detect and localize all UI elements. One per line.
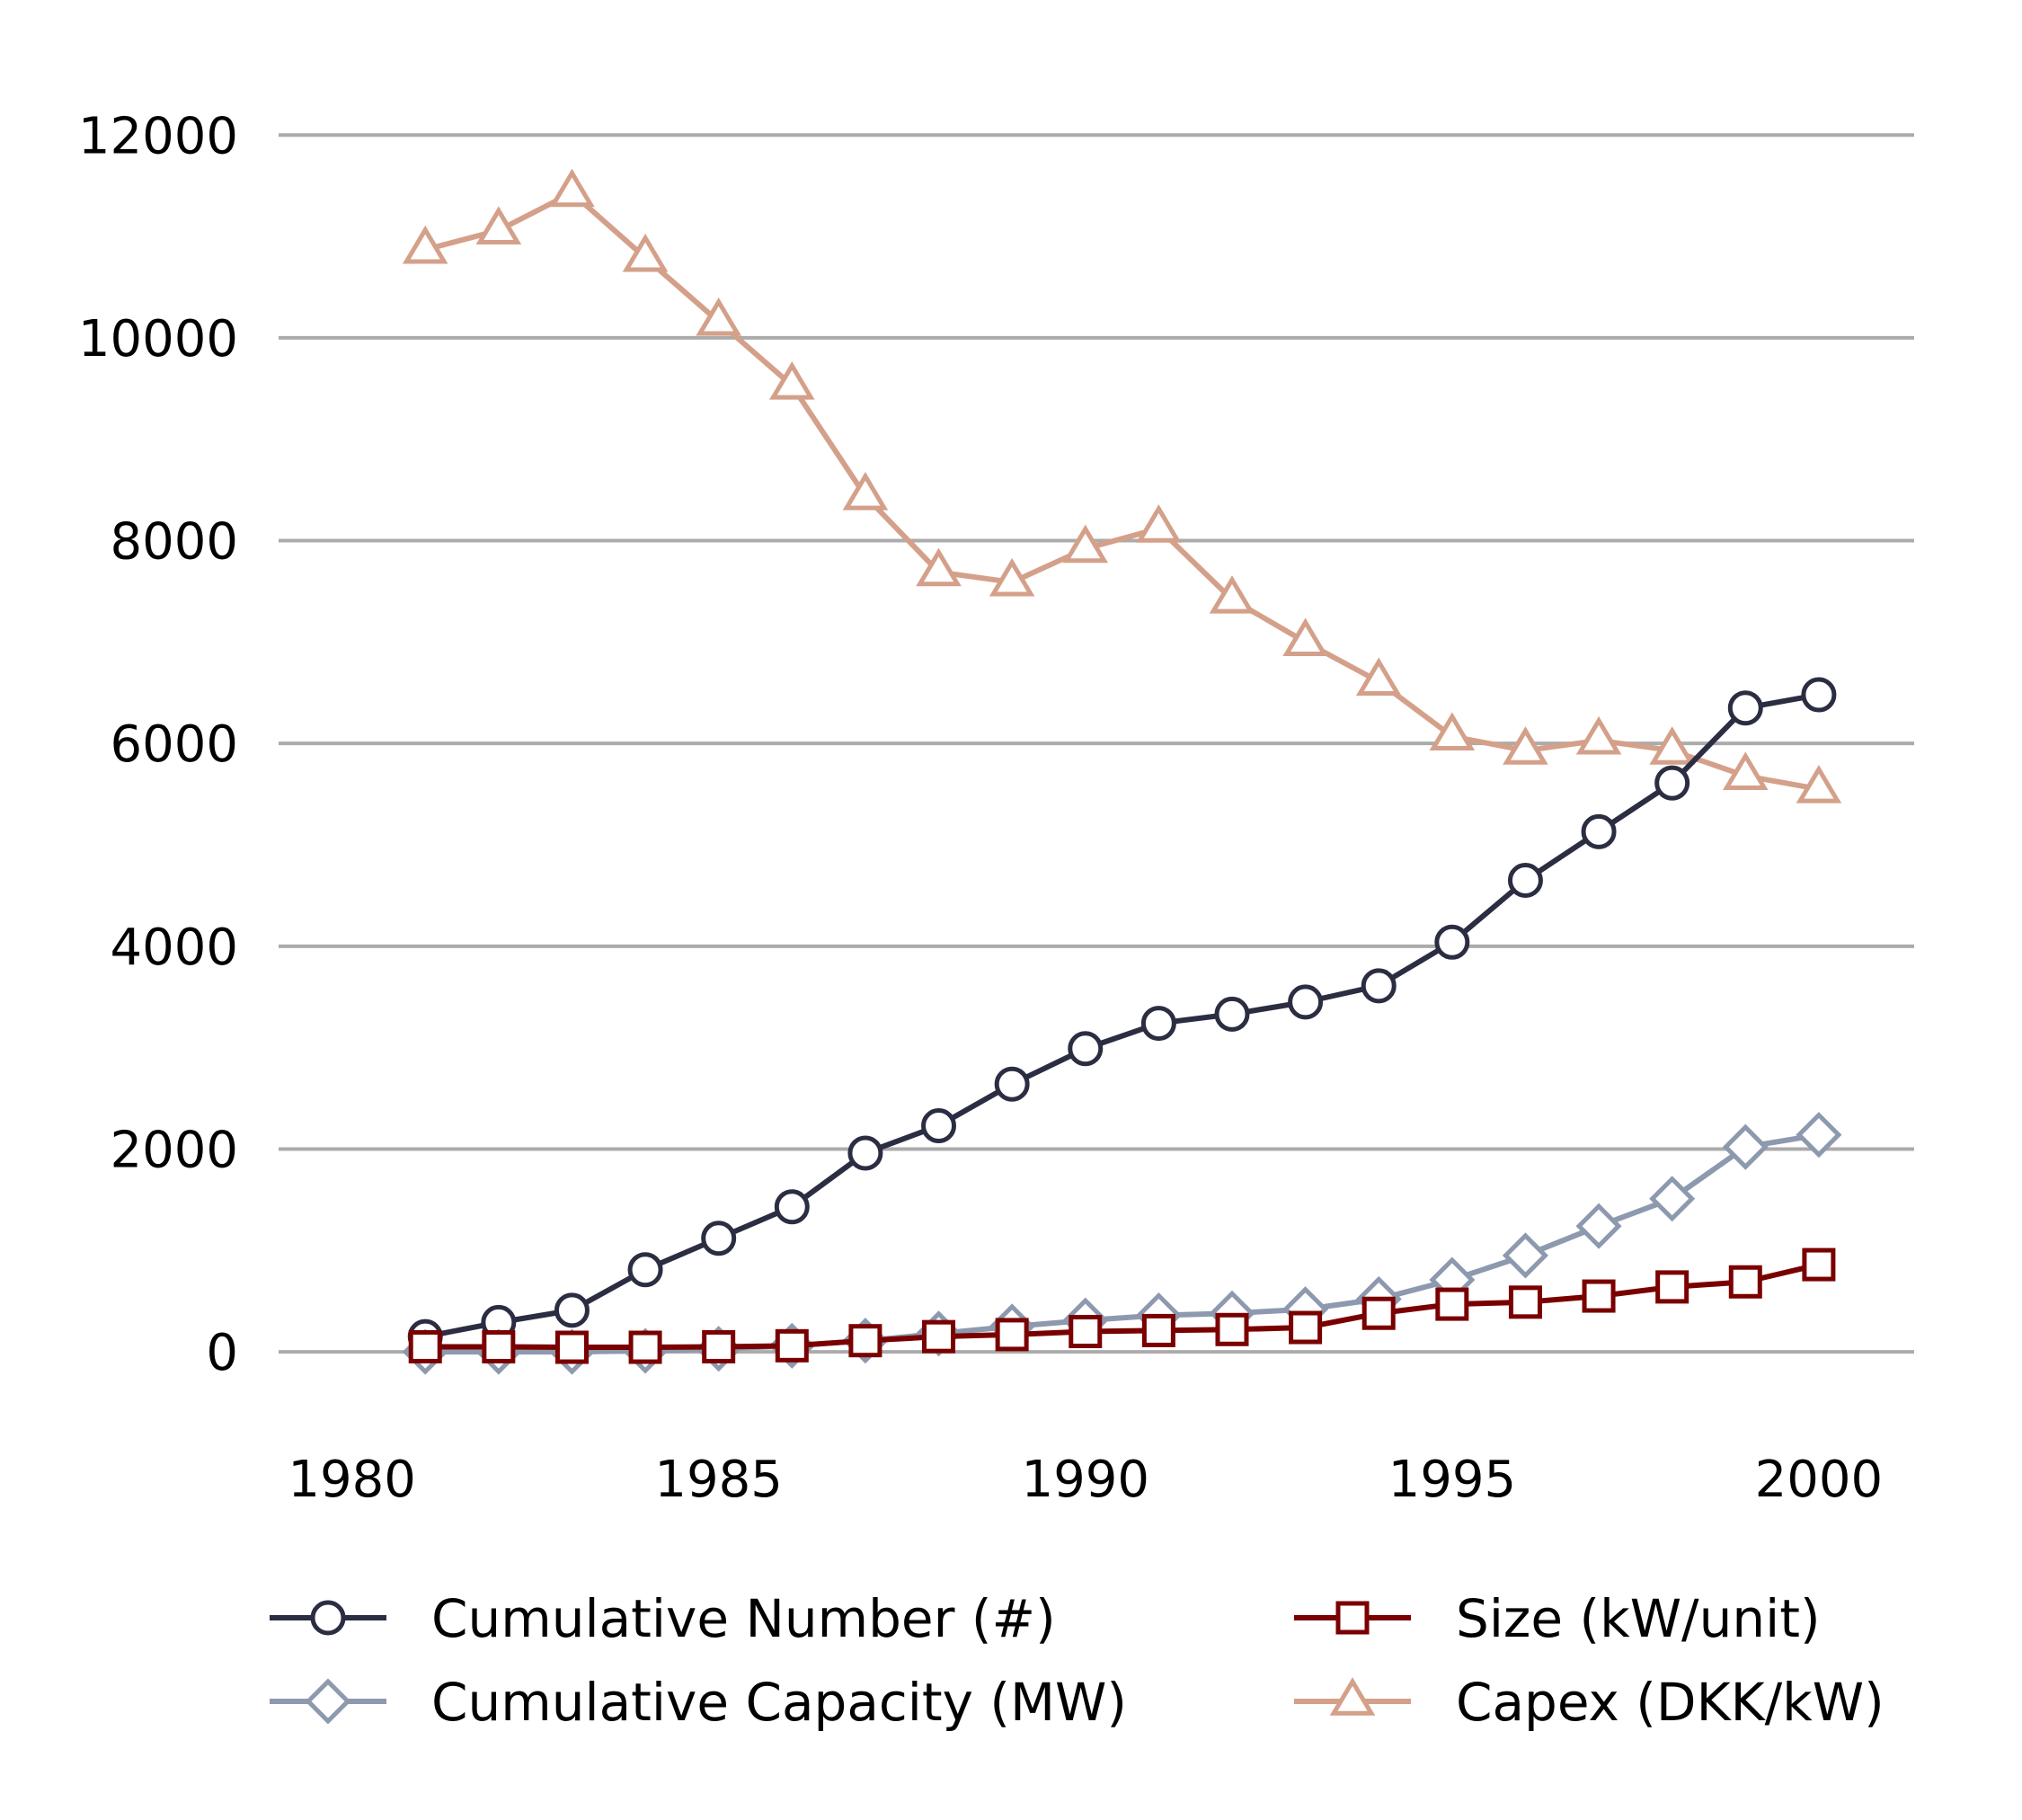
- data-point-circle: [994, 1066, 1030, 1102]
- data-point-triangle: [842, 472, 889, 510]
- y-tick-label: 8000: [110, 513, 238, 572]
- series-line: [422, 1132, 1822, 1355]
- data-point-triangle: [1575, 715, 1622, 755]
- data-point-diamond: [1722, 1123, 1769, 1170]
- data-point-triangle: [1282, 617, 1328, 657]
- legend-label: Size (kW/unit): [1456, 1588, 1821, 1649]
- data-point-square: [554, 1330, 589, 1364]
- legend-marker-square: [1335, 1601, 1370, 1635]
- y-tick-label: 10000: [78, 310, 238, 368]
- legend: Cumulative Number (#) Cumulative Capacity…: [270, 1588, 1885, 1733]
- data-point-circle: [1214, 996, 1250, 1032]
- data-point-circle: [1434, 924, 1470, 960]
- data-point-triangle: [916, 547, 962, 587]
- y-tick-label: 0: [206, 1324, 238, 1382]
- data-point-diamond: [1796, 1112, 1842, 1159]
- data-point-square: [1435, 1287, 1469, 1321]
- data-point-triangle: [549, 168, 595, 208]
- data-point-square: [1582, 1279, 1616, 1313]
- data-point-circle: [1727, 690, 1763, 726]
- legend-label: Capex (DKK/kW): [1456, 1672, 1885, 1733]
- data-point-circle: [847, 1135, 883, 1171]
- data-point-circle: [627, 1252, 663, 1288]
- data-point-circle: [1068, 1031, 1104, 1067]
- x-tick-label: 2000: [1755, 1451, 1884, 1509]
- data-point-circle: [1140, 1006, 1176, 1042]
- legend-marker-circle: [310, 1600, 346, 1636]
- y-tick-label: 12000: [78, 107, 238, 165]
- gridlines: [279, 133, 1914, 1354]
- data-point-circle: [1654, 765, 1690, 801]
- x-axis-tick-labels: 1980 1985 1990 1995 2000: [288, 1451, 1883, 1509]
- data-point-circle: [921, 1108, 957, 1144]
- data-point-square: [1141, 1313, 1175, 1347]
- data-point-triangle: [475, 206, 522, 245]
- data-point-circle: [774, 1189, 810, 1225]
- legend-label: Cumulative Number (#): [431, 1588, 1056, 1649]
- data-point-square: [702, 1329, 736, 1363]
- legend-label: Cumulative Capacity (MW): [431, 1672, 1127, 1733]
- data-point-square: [1802, 1247, 1836, 1282]
- data-point-triangle: [989, 557, 1035, 597]
- series-size-kw-unit: [408, 1247, 1836, 1364]
- x-tick-label: 1980: [288, 1451, 416, 1509]
- data-point-square: [995, 1318, 1029, 1352]
- data-point-square: [775, 1328, 809, 1363]
- legend-marker-diamond: [305, 1678, 351, 1725]
- data-point-diamond: [1502, 1232, 1548, 1279]
- legend-item-cumulative-capacity-mw: Cumulative Capacity (MW): [270, 1672, 1127, 1733]
- data-point-triangle: [1355, 657, 1402, 697]
- data-point-square: [1728, 1265, 1762, 1299]
- y-tick-label: 2000: [110, 1121, 238, 1179]
- data-point-circle: [1801, 677, 1837, 713]
- data-point-triangle: [622, 233, 669, 272]
- data-point-triangle: [1429, 712, 1476, 750]
- series-plot-area: [402, 168, 1842, 1375]
- y-tick-label: 4000: [110, 919, 238, 977]
- data-point-triangle: [1136, 504, 1182, 543]
- data-point-circle: [554, 1292, 590, 1328]
- data-point-diamond: [1649, 1176, 1696, 1222]
- data-point-circle: [1507, 862, 1543, 898]
- data-point-circle: [1581, 813, 1617, 849]
- x-tick-label: 1985: [654, 1451, 783, 1509]
- data-point-triangle: [1649, 726, 1695, 765]
- data-point-square: [1655, 1270, 1689, 1304]
- data-point-circle: [701, 1221, 737, 1256]
- legend-item-capex-dkk-kw: Capex (DKK/kW): [1294, 1672, 1885, 1733]
- data-point-triangle: [1062, 524, 1109, 564]
- legend-item-cumulative-number: Cumulative Number (#): [270, 1588, 1056, 1649]
- data-point-square: [1215, 1312, 1249, 1346]
- data-point-circle: [1288, 984, 1324, 1020]
- series-line: [422, 692, 1822, 1340]
- data-point-circle: [1361, 968, 1397, 1004]
- x-tick-label: 1990: [1022, 1451, 1150, 1509]
- data-point-square: [848, 1324, 882, 1358]
- data-point-triangle: [1722, 751, 1769, 790]
- data-point-square: [408, 1329, 442, 1363]
- data-point-triangle: [1503, 726, 1548, 765]
- y-tick-label: 6000: [110, 715, 238, 774]
- series-capex-dkk-kw: [402, 168, 1842, 803]
- x-tick-label: 1995: [1388, 1451, 1517, 1509]
- data-point-square: [1508, 1285, 1542, 1319]
- data-point-square: [1069, 1315, 1103, 1349]
- data-point-square: [1361, 1296, 1396, 1330]
- data-point-square: [1289, 1310, 1323, 1345]
- data-point-square: [922, 1319, 956, 1354]
- y-axis-tick-labels: 0 2000 4000 6000 8000 10000 12000: [78, 107, 238, 1382]
- data-point-diamond: [1575, 1203, 1622, 1249]
- legend-item-size-kw-unit: Size (kW/unit): [1294, 1588, 1821, 1649]
- series-line: [422, 190, 1822, 792]
- data-point-triangle: [1796, 765, 1842, 803]
- series-cumulative-number: [407, 677, 1837, 1354]
- data-point-square: [628, 1330, 662, 1364]
- data-point-triangle: [769, 361, 815, 400]
- data-point-square: [482, 1329, 516, 1363]
- legend-marker-triangle: [1329, 1677, 1376, 1716]
- data-point-triangle: [402, 225, 448, 264]
- data-point-triangle: [696, 297, 741, 336]
- data-point-triangle: [1209, 575, 1255, 614]
